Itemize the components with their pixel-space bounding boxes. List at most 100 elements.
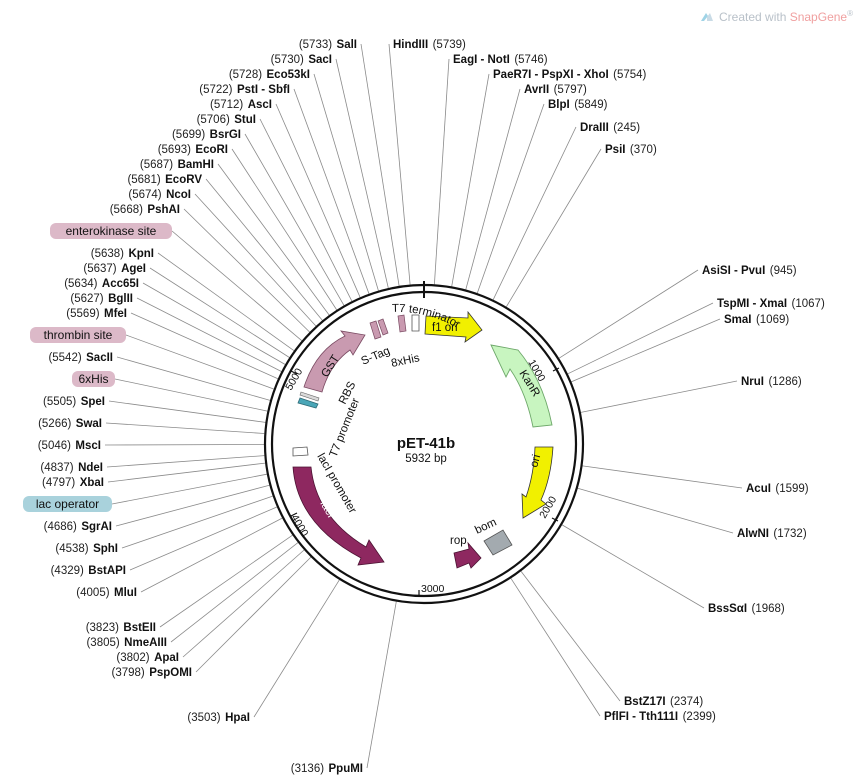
leader-line-psti-sbfi [293, 88, 370, 294]
site-name: BssSαI [708, 603, 747, 615]
site-label-ppumi: (3136) PpuMI [291, 759, 363, 776]
site-label-eagi-noti: EagI - NotI (5746) [453, 50, 548, 67]
feature-ori [521, 446, 554, 519]
site-position: (4837) [40, 462, 73, 474]
site-label-bstz17i: BstZ17I (2374) [624, 692, 703, 709]
watermark: Created with SnapGene® [701, 9, 853, 24]
feature-laci [292, 466, 385, 566]
site-label-pspomi: (3798) PspOMI [111, 663, 192, 680]
site-label-hpai: (3503) HpaI [187, 708, 250, 725]
site-name: TspMI - XmaI [717, 298, 787, 310]
leader-line-draiii [492, 126, 577, 300]
site-position: (5569) [66, 308, 99, 320]
site-position: (5739) [433, 39, 466, 51]
feature-ori-label: ori [528, 453, 543, 468]
site-position: (5674) [128, 189, 161, 201]
leader-line-saci [335, 58, 389, 289]
leader-line-swai [105, 422, 265, 434]
site-label-acui: AcuI (1599) [746, 479, 809, 496]
site-position: (1732) [773, 528, 806, 540]
site-name: BamHI [178, 159, 214, 171]
leader-line-paer7i-pspxi-xhoi [451, 73, 490, 287]
site-labels: (5733) SalI(5730) SacI(5728) Eco53kI(572… [38, 35, 825, 776]
site-label-sali: (5733) SalI [299, 35, 357, 52]
site-label-blpi: BlpI (5849) [548, 95, 608, 112]
site-label-ncoi: (5674) NcoI [128, 185, 191, 202]
site-position: (5712) [210, 99, 243, 111]
watermark-reg: ® [847, 9, 853, 18]
leader-line-eco53ki [313, 73, 379, 291]
site-name: PpuMI [329, 763, 364, 775]
feature-f1-ori [424, 310, 483, 343]
leader-line-bsteii [159, 534, 293, 628]
site-name: NdeI [78, 462, 103, 474]
tick-label-3000: 3000 [421, 583, 445, 595]
site-name: AvrII [524, 84, 549, 96]
feature-s-tag [369, 320, 382, 340]
leader-line-sgrai [115, 484, 270, 527]
leader-line-eagi-noti [434, 58, 450, 285]
site-position: (4797) [42, 477, 75, 489]
leader-line-blpi [476, 103, 545, 294]
site-label-bsss-i: BssSαI (1968) [708, 599, 785, 616]
leader-line-sacii [116, 356, 271, 401]
site-position: (2374) [670, 696, 703, 708]
leader-line-bstapi [129, 506, 278, 571]
site-label-pshai: (5668) PshAI [110, 200, 180, 217]
leader-line-hpai [253, 579, 340, 718]
site-position: (5746) [514, 54, 547, 66]
site-label-alwni: AlwNI (1732) [737, 524, 807, 541]
snapgene-logo-icon [701, 11, 713, 21]
site-name: AsiSI - PvuI [702, 265, 765, 277]
site-label-eco53ki: (5728) Eco53kI [229, 65, 310, 82]
site-position: (1067) [792, 298, 825, 310]
site-label-hindiii: HindIII (5739) [393, 35, 466, 52]
site-name: BlpI [548, 99, 570, 111]
site-name: SwaI [76, 418, 102, 430]
feature-callout-boxes: enterokinase site thrombin site 6xHis lac o… [23, 223, 172, 512]
site-position: (5706) [197, 114, 230, 126]
site-label-ecorv: (5681) EcoRV [127, 170, 202, 187]
site-label-bstapi: (4329) BstAPI [51, 561, 126, 578]
leader-line-mfei [130, 312, 279, 380]
site-name: SalI [337, 39, 357, 51]
plasmid-length: 5932 bp [405, 453, 447, 465]
site-name: AgeI [121, 263, 146, 275]
feature-s-tag-2 [377, 318, 389, 336]
feature-laci-promoter [292, 446, 309, 457]
leader-line-spei [108, 400, 266, 423]
callout-label-enterokinase-site: enterokinase site [66, 224, 157, 238]
site-name: BstZ17I [624, 696, 666, 708]
leader-line-ndei [106, 455, 265, 468]
feature-rop-label: rop [450, 535, 467, 547]
leader-line-xbai [107, 462, 266, 483]
site-label-avrii: AvrII (5797) [524, 80, 587, 97]
site-position: (1286) [768, 376, 801, 388]
site-name: SacII [86, 352, 113, 364]
watermark-prefix: Created with [719, 10, 790, 24]
site-position: (3503) [187, 712, 220, 724]
site-name: PflFI - Tth111I [604, 711, 678, 723]
feature-f1-ori-label: f1 ori [432, 322, 458, 334]
tick-mark-1000 [552, 367, 560, 372]
site-name: PsiI [605, 144, 625, 156]
site-label-mfei: (5569) MfeI [66, 304, 127, 321]
site-name: DraIII [580, 122, 609, 134]
site-name: ApaI [154, 652, 179, 664]
site-name: KpnI [128, 248, 154, 260]
site-name: AcuI [746, 483, 771, 495]
leader-line-acc65i [142, 282, 286, 365]
leader-line-pflfi-tth111i [510, 578, 601, 717]
site-position: (5046) [38, 440, 71, 452]
site-position: (5627) [70, 293, 103, 305]
leader-line-stui [259, 118, 353, 302]
backbone [263, 281, 585, 605]
site-name: Acc65I [102, 278, 139, 290]
tick-mark-4000 [290, 512, 298, 517]
site-position: (5681) [127, 174, 160, 186]
site-name: HpaI [225, 712, 250, 724]
site-name: EagI - NotI [453, 54, 510, 66]
site-name: SmaI [724, 314, 752, 326]
site-position: (945) [770, 265, 797, 277]
site-name: NruI [741, 376, 764, 388]
